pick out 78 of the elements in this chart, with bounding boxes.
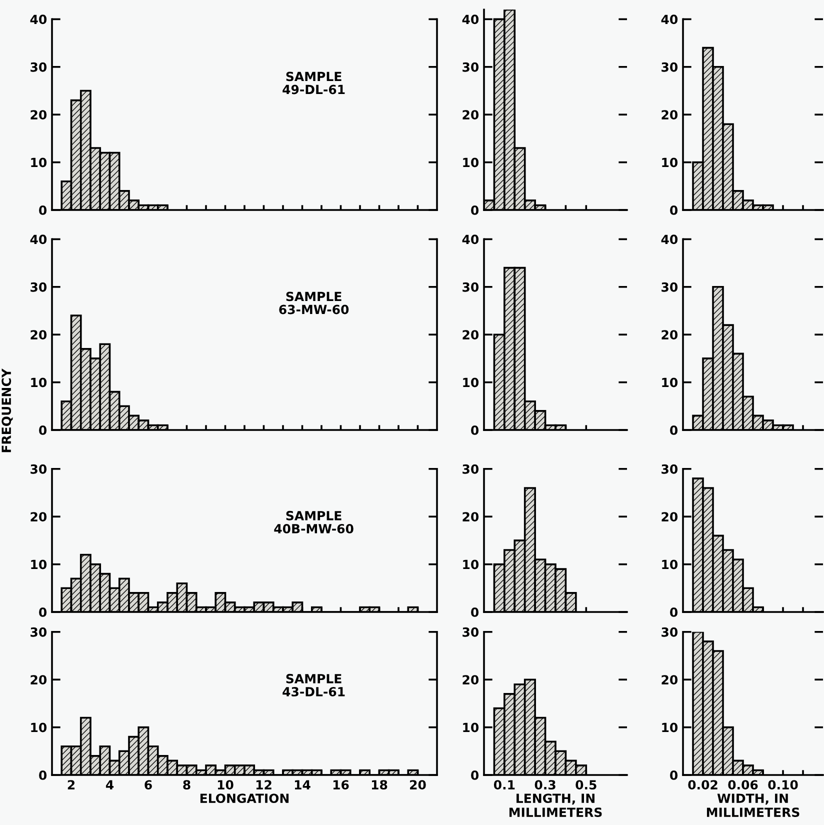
y-tick-label: 30 <box>662 464 678 474</box>
y-tick-label: 0 <box>670 607 678 617</box>
y-tick-label: 40 <box>661 234 678 244</box>
y-tick-label: 20 <box>462 675 479 685</box>
y-tick-label: 20 <box>30 675 47 685</box>
y-tick-label: 30 <box>662 62 678 72</box>
x-tick-label: 6 <box>144 780 152 790</box>
y-tick-label: 30 <box>662 627 678 637</box>
x-tick-label: 0.1 <box>494 780 515 790</box>
x-tick-label: 4 <box>106 780 114 790</box>
y-tick-label: 20 <box>30 512 47 522</box>
y-axis-title: FREQUENCY <box>2 368 13 452</box>
y-tick-label: 20 <box>662 512 678 522</box>
y-tick-label: 20 <box>462 110 479 120</box>
y-tick-label: 0 <box>39 770 47 780</box>
x-axis-title: WIDTH, IN MILLIMETERS <box>706 794 800 818</box>
y-tick-label: 0 <box>670 425 678 435</box>
y-tick-label: 10 <box>463 158 479 168</box>
y-tick-label: 30 <box>462 464 479 474</box>
y-tick-label: 30 <box>30 627 47 637</box>
x-axis-title: LENGTH, IN MILLIMETERS <box>509 794 602 818</box>
y-tick-label: 0 <box>39 425 47 435</box>
x-tick-label: 12 <box>256 780 272 790</box>
y-tick-label: 20 <box>30 110 47 120</box>
y-tick-label: 10 <box>662 158 678 168</box>
y-tick-label: 0 <box>471 770 479 780</box>
y-tick-label: 10 <box>31 560 47 570</box>
x-tick-label: 20 <box>410 780 426 790</box>
y-tick-label: 40 <box>661 14 678 24</box>
x-tick-label: 18 <box>372 780 388 790</box>
x-tick-label: 2 <box>68 780 75 790</box>
x-tick-label: 10 <box>218 780 234 790</box>
y-tick-label: 30 <box>462 627 479 637</box>
y-tick-label: 30 <box>462 62 479 72</box>
y-tick-label: 10 <box>31 378 47 388</box>
y-tick-label: 0 <box>39 205 47 215</box>
x-axis-title: ELONGATION <box>200 794 289 804</box>
y-tick-label: 40 <box>30 14 47 24</box>
y-tick-label: 0 <box>471 607 479 617</box>
x-tick-label: 14 <box>294 780 310 790</box>
y-tick-label: 20 <box>30 330 47 340</box>
x-tick-label: 0.5 <box>576 780 596 790</box>
y-tick-label: 10 <box>662 560 678 570</box>
y-tick-label: 20 <box>662 330 678 340</box>
x-tick-label: 8 <box>183 780 190 790</box>
y-tick-label: 30 <box>30 282 47 292</box>
y-tick-label: 0 <box>670 770 678 780</box>
annotation: SAMPLE 40B-MW-60 <box>274 510 354 534</box>
x-tick-label: 0.3 <box>534 780 556 790</box>
annotation: SAMPLE 49-DL-61 <box>282 72 345 94</box>
y-tick-label: 30 <box>662 282 678 292</box>
y-tick-label: 30 <box>462 282 479 292</box>
annotation: SAMPLE 63-MW-60 <box>279 292 349 314</box>
annotation: SAMPLE 43-DL-61 <box>282 674 345 696</box>
y-tick-label: 20 <box>662 675 678 685</box>
y-tick-label: 10 <box>31 722 47 732</box>
y-tick-label: 40 <box>462 14 479 24</box>
y-tick-label: 0 <box>39 607 47 617</box>
y-tick-label: 10 <box>463 378 479 388</box>
x-tick-label: 16 <box>333 780 349 790</box>
y-tick-label: 10 <box>31 158 47 168</box>
y-tick-label: 0 <box>471 205 479 215</box>
x-tick-label: 0.02 <box>688 780 718 790</box>
y-tick-label: 40 <box>462 234 479 244</box>
y-tick-label: 10 <box>662 722 678 732</box>
y-tick-label: 20 <box>462 512 479 522</box>
y-tick-label: 0 <box>471 425 479 435</box>
y-tick-label: 10 <box>463 560 479 570</box>
y-tick-label: 20 <box>662 110 678 120</box>
x-tick-label: 0.06 <box>728 780 758 790</box>
y-tick-label: 30 <box>30 62 47 72</box>
y-tick-label: 20 <box>462 330 479 340</box>
y-tick-label: 10 <box>463 722 479 732</box>
y-tick-label: 40 <box>30 234 47 244</box>
y-tick-label: 10 <box>662 378 678 388</box>
x-tick-label: 0.10 <box>768 780 798 790</box>
y-tick-label: 30 <box>30 464 47 474</box>
y-tick-label: 0 <box>670 205 678 215</box>
